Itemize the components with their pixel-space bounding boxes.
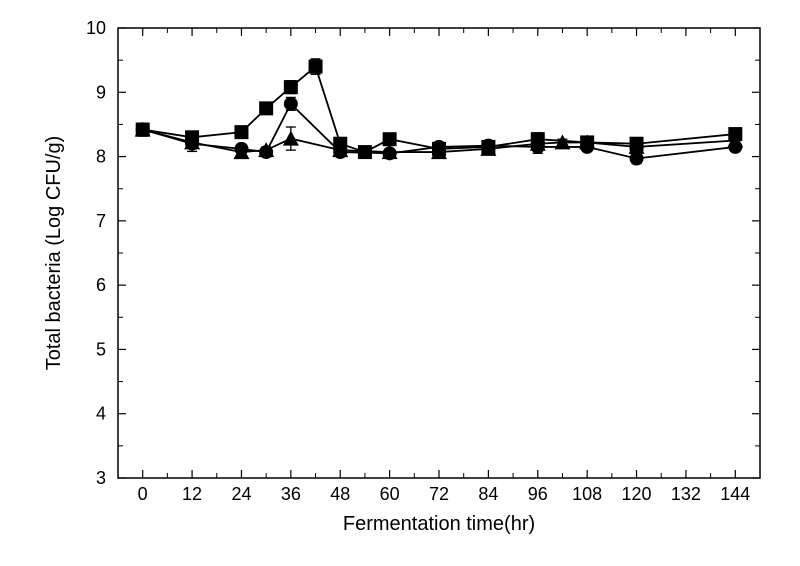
marker-square (309, 60, 323, 74)
svg-text:4: 4 (96, 404, 106, 424)
svg-text:48: 48 (330, 484, 350, 504)
svg-text:8: 8 (96, 147, 106, 167)
svg-text:120: 120 (622, 484, 652, 504)
svg-text:12: 12 (182, 484, 202, 504)
svg-text:36: 36 (281, 484, 301, 504)
marker-square (259, 101, 273, 115)
line-chart: 0 12 24 36 48 60 72 84 96 108 120 132 144 3 4 5 6 7 8 9 10 Fe… (0, 0, 800, 566)
svg-text:5: 5 (96, 339, 106, 359)
svg-text:10: 10 (86, 18, 106, 38)
svg-text:7: 7 (96, 211, 106, 231)
marker-square (358, 145, 372, 159)
svg-text:0: 0 (138, 484, 148, 504)
svg-text:60: 60 (380, 484, 400, 504)
series-line-square (143, 67, 736, 153)
svg-text:3: 3 (96, 468, 106, 488)
marker-circle (284, 97, 298, 111)
svg-text:72: 72 (429, 484, 449, 504)
x-axis-label: Fermentation time(hr) (343, 513, 535, 535)
svg-text:9: 9 (96, 82, 106, 102)
chart-container: 0 12 24 36 48 60 72 84 96 108 120 132 144 3 4 5 6 7 8 9 10 Fe… (0, 0, 800, 566)
svg-text:144: 144 (720, 484, 750, 504)
marker-square (284, 80, 298, 94)
marker-triangle (283, 131, 299, 146)
svg-text:96: 96 (528, 484, 548, 504)
y-axis-label: Total bacteria (Log CFU/g) (43, 136, 65, 371)
svg-text:6: 6 (96, 275, 106, 295)
svg-text:132: 132 (671, 484, 701, 504)
svg-text:84: 84 (478, 484, 498, 504)
marker-square (234, 125, 248, 139)
svg-text:108: 108 (572, 484, 602, 504)
svg-text:24: 24 (231, 484, 251, 504)
